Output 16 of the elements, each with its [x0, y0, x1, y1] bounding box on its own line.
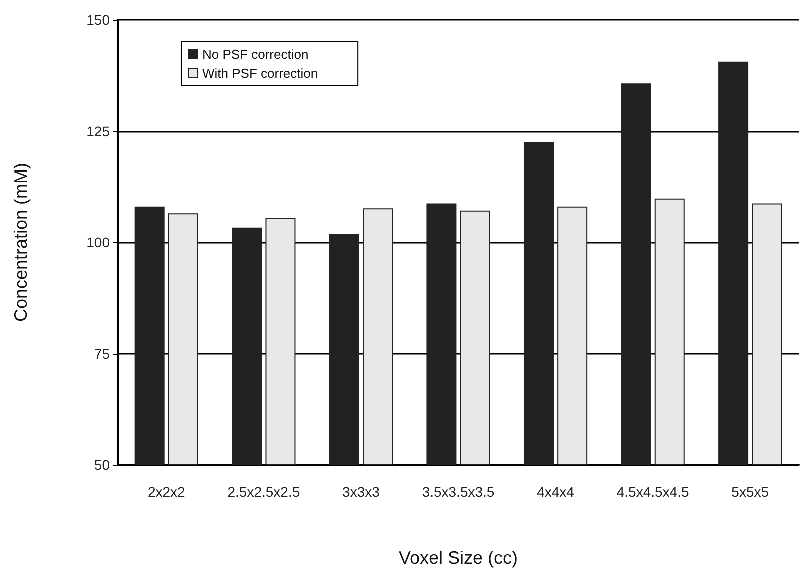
x-tick-label: 3x3x3: [342, 484, 380, 500]
legend-label: With PSF correction: [202, 66, 318, 81]
x-tick-label: 2x2x2: [148, 484, 186, 500]
x-tick-label: 2.5x2.5x2.5: [228, 484, 300, 500]
y-tick-label: 75: [94, 346, 110, 362]
x-tick-label: 4x4x4: [537, 484, 575, 500]
y-tick-label: 150: [86, 12, 110, 28]
x-tick-label: 3.5x3.5x3.5: [422, 484, 495, 500]
y-axis-title: Concentration (mM): [11, 162, 31, 322]
legend-label: No PSF correction: [202, 47, 309, 62]
x-tick-label: 4.5x4.5x4.5: [616, 484, 690, 500]
x-axis-title: Voxel Size (cc): [398, 548, 518, 568]
y-tick-label: 50: [94, 457, 110, 473]
y-tick-label: 125: [86, 123, 110, 140]
x-tick-label: 5x5x5: [732, 484, 770, 500]
y-tick-label: 100: [86, 234, 110, 250]
